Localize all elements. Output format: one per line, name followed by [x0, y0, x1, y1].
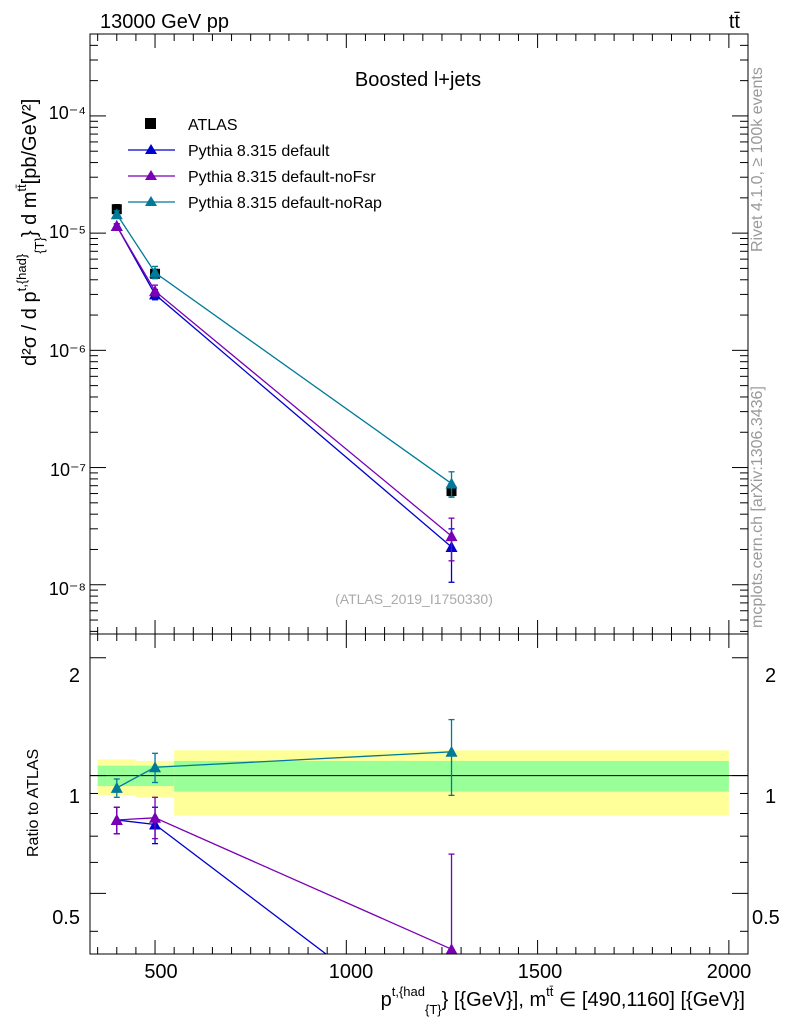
- data-point: [110, 220, 123, 232]
- data-point: [110, 208, 123, 220]
- legend-marker-norap: [145, 196, 157, 206]
- legend-label: ATLAS: [188, 117, 238, 134]
- ratio-data-point: [445, 943, 458, 954]
- ratio-axis-ticks: [90, 634, 748, 954]
- process-label: tt̄: [729, 11, 741, 33]
- ratio-y-tick-label-right: 1: [765, 786, 776, 808]
- x-axis-label: pt,{had{T}} [{GeV}], mtt̄ ∈ [490,1160] […: [381, 984, 745, 1017]
- ratio-y-tick-label: 1: [69, 786, 80, 808]
- main-axis-ticks: [90, 33, 748, 634]
- y-tick-label: 10⁻⁵: [49, 222, 86, 242]
- ratio-bands: [90, 750, 748, 816]
- legend: ATLAS Pythia 8.315 default Pythia 8.315 …: [128, 117, 382, 212]
- legend-label: Pythia 8.315 default: [188, 143, 330, 160]
- ratio-y-tick-label: 2: [69, 665, 80, 687]
- x-tick-label: 1000: [329, 961, 374, 983]
- ratio-data-point: [445, 745, 458, 757]
- data-point: [149, 285, 162, 297]
- ratio-y-tick-label-right: 0.5: [752, 907, 780, 929]
- legend-marker-default: [145, 144, 157, 154]
- y-tick-label: 10⁻⁷: [50, 460, 86, 480]
- y-tick-label: 10⁻⁴: [49, 103, 86, 123]
- series-line: [116, 225, 452, 548]
- analysis-id-label: (ATLAS_2019_I1750330): [335, 591, 493, 607]
- x-tick-label: 500: [144, 961, 177, 983]
- legend-marker-atlas: [145, 118, 156, 129]
- main-title: Boosted l+jets: [355, 69, 481, 91]
- legend-label: Pythia 8.315 default-noRap: [188, 195, 382, 212]
- main-panel: Boosted l+jets (ATLAS_2019_I1750330) 10⁻…: [14, 33, 749, 635]
- main-data-marks: [110, 203, 458, 583]
- ratio-data-point: [149, 811, 162, 823]
- ratio-data-point: [110, 781, 123, 793]
- series-line: [116, 225, 452, 537]
- ratio-data-point: [110, 813, 123, 825]
- rivet-label: Rivet 4.1.0, ≥ 100k events: [749, 67, 766, 252]
- ratio-y-tick-label-right: 2: [765, 665, 776, 687]
- main-y-axis-label: d²σ / d pt,{had}{T}} d mtt̄[pb/GeV²]: [14, 99, 47, 366]
- data-point: [149, 266, 162, 278]
- ratio-data-point: [149, 761, 162, 773]
- mcplots-label: mcplots.cern.ch [arXiv:1306.3436]: [749, 386, 766, 628]
- data-point: [445, 477, 458, 489]
- ratio-data-marks: [110, 718, 458, 954]
- ratio-series-line: [116, 817, 452, 950]
- x-tick-label: 2000: [707, 961, 752, 983]
- data-point: [445, 530, 458, 542]
- y-tick-label: 10⁻⁸: [49, 579, 86, 599]
- energy-label: 13000 GeV pp: [100, 11, 229, 33]
- ratio-frame: [89, 633, 749, 955]
- y-tick-label: 10⁻⁶: [49, 341, 86, 361]
- ratio-y-axis-label: Ratio to ATLAS: [25, 749, 42, 857]
- x-tick-label: 1500: [518, 961, 563, 983]
- legend-label: Pythia 8.315 default-noFsr: [188, 169, 376, 186]
- ratio-panel: 0.5 1 2 0.5 1 2 500 1000 1500 2000 Ratio…: [25, 633, 780, 1017]
- legend-marker-nofsr: [145, 170, 157, 180]
- series-line: [116, 213, 452, 485]
- ratio-y-tick-label: 0.5: [52, 907, 80, 929]
